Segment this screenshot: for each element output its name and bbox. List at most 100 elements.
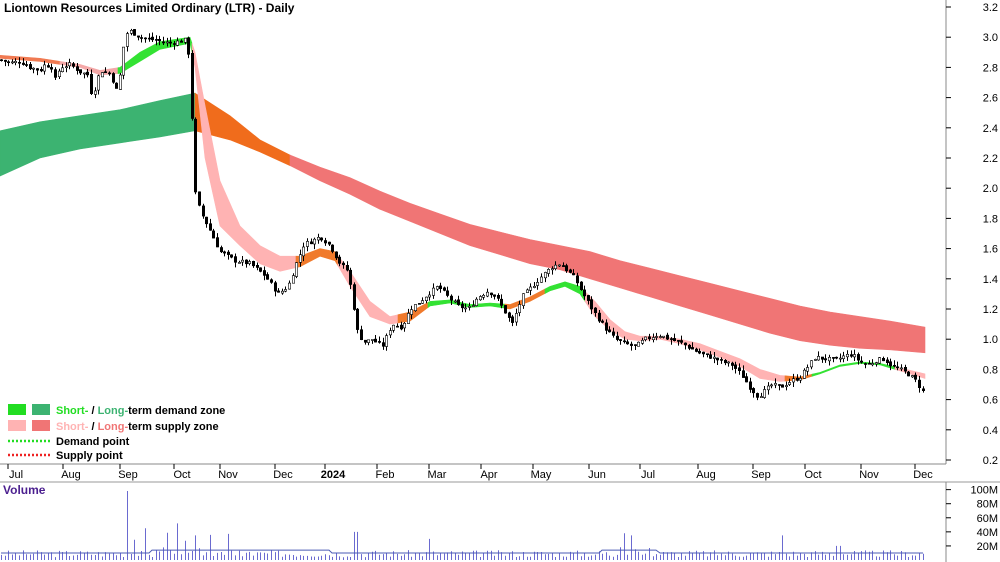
y-tick-label: 1.8 <box>983 213 998 225</box>
legend-swatch-long <box>32 420 50 431</box>
candle-body <box>417 303 421 305</box>
candle-body <box>409 309 413 315</box>
candle-body <box>870 363 874 366</box>
candle-body <box>384 335 388 347</box>
candle-body <box>327 241 331 245</box>
y-tick-label: 2.8 <box>983 62 998 74</box>
candle-body <box>442 287 446 291</box>
candle-body <box>589 299 593 310</box>
volume-axis-ticks: 100M 80M 60M 40M 20M <box>946 485 998 553</box>
candle-body <box>137 35 141 38</box>
candle-body <box>816 356 820 361</box>
candle-body <box>245 259 249 265</box>
candle-body <box>39 69 43 72</box>
candle-body <box>913 374 917 380</box>
candle-body <box>575 275 579 284</box>
x-tick-label: Sep <box>118 469 138 481</box>
candle-body <box>298 254 302 263</box>
candle-body <box>582 289 586 297</box>
candle-body <box>629 343 633 346</box>
candle-body <box>593 307 597 313</box>
candle-body <box>202 205 206 217</box>
candle-body <box>679 340 683 343</box>
x-tick-label: 2024 <box>321 469 346 481</box>
candle-body <box>733 364 737 369</box>
candle-body <box>453 300 457 303</box>
candle-body <box>162 41 166 44</box>
candle-body <box>809 360 813 368</box>
x-tick-label: Nov <box>859 469 879 481</box>
candle-body <box>546 269 550 274</box>
candle-body <box>280 290 284 294</box>
candle-body <box>205 216 209 225</box>
candle-body <box>827 356 831 362</box>
candle-body <box>158 38 162 42</box>
legend-swatch-short <box>8 420 26 431</box>
candle-body <box>276 290 280 293</box>
candle-body <box>248 261 252 264</box>
volume-tick-label: 20M <box>977 541 998 553</box>
candle-body <box>877 357 881 364</box>
candle-body <box>191 52 195 119</box>
candle-body <box>31 67 35 70</box>
candle-body <box>90 74 94 95</box>
candle-body <box>65 66 69 68</box>
candle-body <box>726 361 730 364</box>
y-tick-label: 3.0 <box>983 32 998 44</box>
candle-body <box>903 366 907 372</box>
candle-body <box>252 260 256 267</box>
y-axis-ticks: 3.2 3.0 2.8 2.6 2.4 2.2 2.0 1.8 1.6 1.4 1.2 1.0 0.8 0… <box>946 2 998 467</box>
candle-body <box>194 118 198 193</box>
candle-body <box>687 344 691 349</box>
candle-body <box>748 381 752 390</box>
candle-body <box>744 376 748 383</box>
candle-body <box>841 355 845 359</box>
candle-body <box>669 338 673 340</box>
candle-body <box>144 37 148 40</box>
candle-body <box>97 75 101 91</box>
candle-body <box>492 294 496 297</box>
candle-body <box>489 292 493 296</box>
volume-average-line <box>1 549 923 554</box>
candle-body <box>7 61 11 64</box>
candle-body <box>241 259 245 263</box>
candle-body <box>262 270 266 276</box>
candle-body <box>238 262 242 264</box>
candle-body <box>209 223 213 231</box>
candle-body <box>755 393 759 398</box>
candle-body <box>751 388 755 394</box>
candle-body <box>895 366 899 369</box>
candle-body <box>784 385 788 388</box>
candle-body <box>323 240 327 244</box>
candle-body <box>431 287 435 296</box>
candle-body <box>198 191 202 206</box>
candle-body <box>17 61 21 64</box>
candle-body <box>438 285 442 289</box>
x-tick-label: Dec <box>913 469 933 481</box>
x-tick-label: Aug <box>61 469 81 481</box>
candle-body <box>798 377 802 381</box>
candle-body <box>690 347 694 350</box>
x-tick-label: Feb <box>376 469 395 481</box>
y-tick-label: 0.4 <box>983 425 998 437</box>
x-tick-label: Apr <box>480 469 497 481</box>
candle-body <box>399 324 403 330</box>
legend-swatch-long <box>32 404 50 415</box>
candle-body <box>21 62 25 65</box>
candle-body <box>863 363 867 365</box>
candle-body <box>265 274 269 280</box>
candle-body <box>176 40 180 46</box>
candle-body <box>550 268 554 271</box>
candle-body <box>633 344 637 346</box>
candle-body <box>867 362 871 365</box>
candle-body <box>521 293 525 306</box>
candle-body <box>791 378 795 383</box>
candle-body <box>888 361 892 367</box>
x-tick-label: May <box>531 469 552 481</box>
candle-body <box>543 272 547 279</box>
candle-body <box>795 377 799 381</box>
candle-body <box>553 264 557 269</box>
candle-body <box>155 39 159 41</box>
candle-body <box>604 322 608 331</box>
candle-body <box>373 338 377 343</box>
